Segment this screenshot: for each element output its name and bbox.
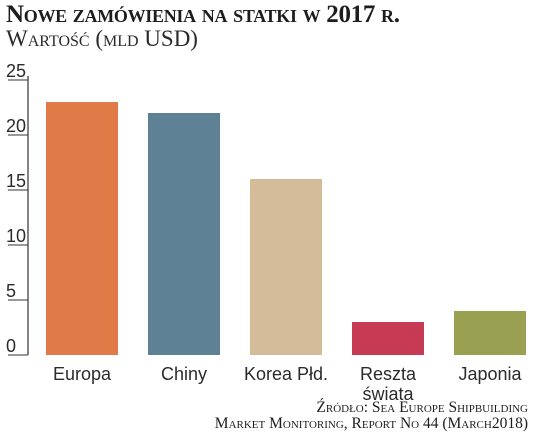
x-tick-label: Chiny: [161, 364, 207, 384]
bar-chart: 0 5 10 15 20 25 Europa Chiny Korea Płd. Resztaśw…: [6, 61, 526, 400]
bar: [46, 102, 118, 355]
source-line-1: Źródło: Sea Europe Shipbuilding: [316, 399, 528, 416]
bar: [454, 311, 526, 355]
y-tick-label: 15: [6, 171, 26, 191]
y-tick-label: 0: [6, 336, 16, 356]
x-tick-label: Korea Płd.: [244, 364, 328, 384]
bar: [148, 113, 220, 355]
x-tick-label: Europa: [53, 364, 112, 384]
bar: [250, 179, 322, 355]
source-line-2: Market Monitoring, Report No 44 (March20…: [214, 415, 528, 432]
chart-title: Nowe zamówienia na statki w 2017 r.: [6, 1, 400, 28]
x-tick-label: Reszta: [360, 364, 417, 384]
chart-subtitle: Wartość (mld USD): [6, 26, 198, 51]
y-tick-label: 10: [6, 226, 26, 246]
bar: [352, 322, 424, 355]
y-tick-label: 20: [6, 116, 26, 136]
y-tick-label: 5: [6, 281, 16, 301]
bars: [46, 102, 526, 355]
x-tick-label: Japonia: [458, 364, 522, 384]
x-tick-label: świata: [362, 384, 414, 400]
source-note: Źródło: Sea Europe Shipbuilding Market M…: [215, 400, 528, 432]
y-tick-label: 25: [6, 61, 26, 81]
y-axis: 0 5 10 15 20 25: [6, 61, 29, 356]
